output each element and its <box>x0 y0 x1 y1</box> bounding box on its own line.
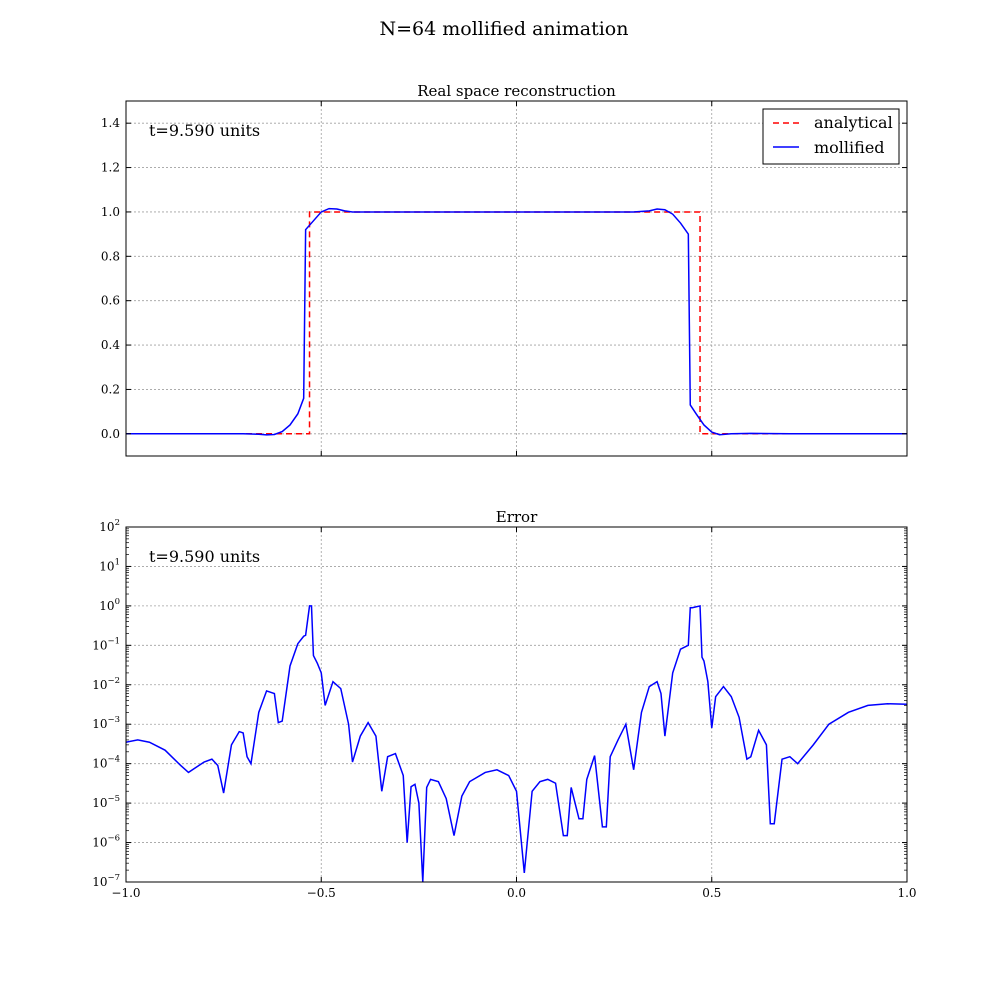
figure-title: N=64 mollified animation <box>380 18 629 40</box>
bottom-y-tick-label: 10−3 <box>92 715 120 731</box>
top-y-tick-label: 0.4 <box>101 338 120 352</box>
bottom-y-tick-label: 10−5 <box>92 794 120 810</box>
legend: analytical mollified <box>762 108 900 165</box>
series-line-error-mollified <box>125 604 908 883</box>
bottom-axes-series <box>125 604 908 883</box>
bottom-x-tick-label: −1.0 <box>111 886 140 900</box>
bottom-y-tick-label: 10−4 <box>92 755 120 771</box>
top-y-tick-label: 0.8 <box>101 249 120 263</box>
top-axes-ticks: 0.0 0.2 0.4 0.6 0.8 1.0 1.2 1.4 <box>101 101 908 456</box>
top-y-tick-label: 1.4 <box>101 116 120 130</box>
legend-label-analytical: analytical <box>814 113 893 132</box>
bottom-y-tick-label: 100 <box>99 597 120 613</box>
bottom-axes-time-annotation: t=9.590 units <box>149 547 260 566</box>
top-y-tick-label: 1.0 <box>101 205 120 219</box>
top-y-tick-label: 0.0 <box>101 427 120 441</box>
legend-box <box>762 108 900 165</box>
series-line-mollified <box>126 207 907 436</box>
bottom-y-tick-label: 102 <box>99 518 120 534</box>
top-y-tick-label: 1.2 <box>101 161 120 175</box>
top-axes-title: Real space reconstruction <box>417 82 616 100</box>
bottom-x-tick-label: 1.0 <box>897 886 916 900</box>
top-y-tick-label: 0.6 <box>101 294 120 308</box>
bottom-y-tick-label: 10−1 <box>92 636 120 652</box>
bottom-x-tick-label: 0.5 <box>702 886 721 900</box>
top-axes-time-annotation: t=9.590 units <box>149 121 260 140</box>
bottom-y-tick-label: 10−7 <box>92 873 120 889</box>
legend-label-mollified: mollified <box>814 138 885 157</box>
top-y-tick-label: 0.2 <box>101 382 120 396</box>
bottom-y-tick-label: 10−2 <box>92 676 120 692</box>
top-axes: 0.0 0.2 0.4 0.6 0.8 1.0 1.2 1.4 Real space reco… <box>101 82 908 457</box>
bottom-y-tick-label: 10−6 <box>92 834 120 850</box>
bottom-axes-grid <box>125 526 908 883</box>
bottom-x-tick-label: −0.5 <box>307 886 336 900</box>
bottom-y-tick-label: 101 <box>99 557 120 573</box>
bottom-axes: −1.0 −0.5 0.0 0.5 1.0 10−7 10−6 10−5 10−4 10−3 10−… <box>92 508 916 900</box>
bottom-axes-ticks: −1.0 −0.5 0.0 0.5 1.0 10−7 10−6 10−5 10−4 10−3 10−… <box>92 518 916 900</box>
bottom-axes-title: Error <box>496 508 538 526</box>
top-axes-series <box>126 207 907 436</box>
bottom-x-tick-label: 0.0 <box>507 886 526 900</box>
